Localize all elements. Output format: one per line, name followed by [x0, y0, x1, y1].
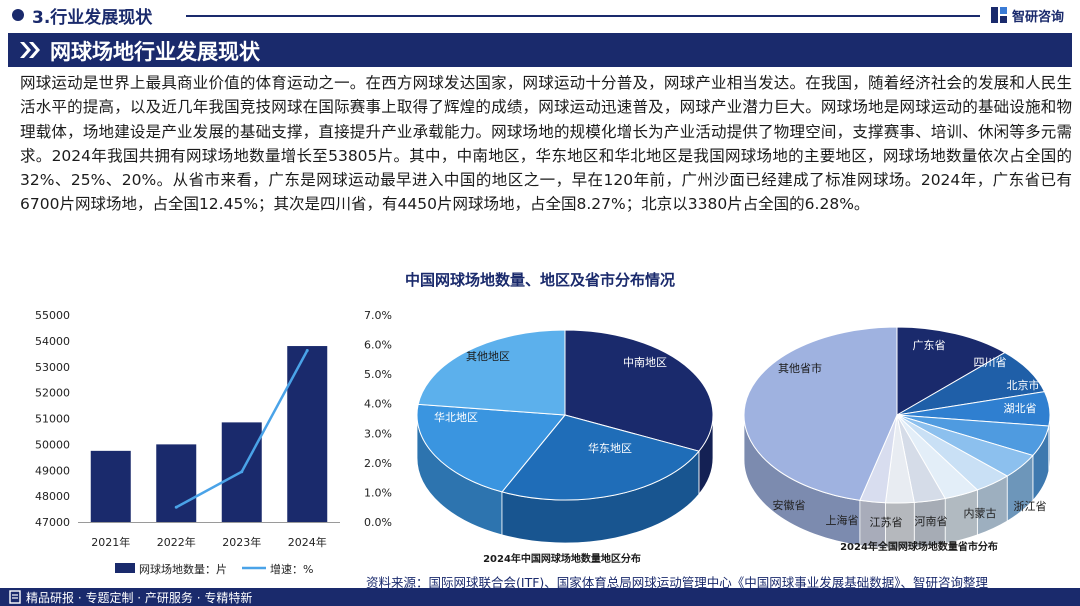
y-tick-label: 55000 — [35, 309, 70, 322]
pie-label-上海省: 上海省 — [826, 513, 859, 527]
legend-bar-label: 网球场地数量：片 — [139, 562, 227, 576]
footer-services: 精品研报 · 专题定制 · 产研服务 · 专精特新 — [26, 591, 253, 605]
intro-text: 网球运动是世界上最具商业价值的体育运动之一。在西方网球发达国家，网球运动十分普及… — [20, 74, 1072, 214]
intro-paragraph: 网球运动是世界上最具商业价值的体育运动之一。在西方网球发达国家，网球运动十分普及… — [20, 71, 1072, 217]
bar-2024年 — [287, 346, 328, 522]
pie-label-内蒙古: 内蒙古 — [964, 506, 997, 520]
y2-tick-label: 6.0% — [364, 339, 392, 352]
pie-label-河南省: 河南省 — [915, 515, 948, 528]
pie-label-江苏省: 江苏省 — [870, 516, 903, 529]
pie-slice-中南地区 — [564, 329, 714, 452]
double-chevron-icon — [20, 42, 40, 58]
y2-tick-label: 2.0% — [364, 457, 392, 470]
y-tick-label: 53000 — [35, 361, 70, 374]
source-note: 资料来源：国际网球联合会(ITF)、国家体育总局网球运动管理中心《中国网球事业发… — [366, 575, 989, 590]
pie-label-安徽省: 安徽省 — [773, 498, 806, 512]
pie-slice-其他地区 — [417, 329, 566, 416]
pie-slice-其他省市 — [743, 326, 898, 501]
section-title: 3.行业发展现状 — [32, 8, 153, 28]
footer-bar: 精品研报 · 专题定制 · 产研服务 · 专精特新 — [0, 588, 1080, 606]
legend-bar-swatch — [115, 563, 135, 573]
top-header: 3.行业发展现状 智研咨询 — [0, 0, 1080, 30]
pie-slice-华北地区 — [416, 403, 566, 493]
y2-tick-label: 1.0% — [364, 486, 392, 499]
brand-name: 智研咨询 — [1012, 9, 1065, 25]
x-tick-label: 2024年 — [288, 535, 327, 549]
document-icon — [9, 590, 21, 604]
title-banner: 网球场地行业发展现状 — [8, 33, 1072, 67]
pie-label-北京市: 北京市 — [1007, 378, 1040, 392]
figure-title: 中国网球场地数量、地区及省市分布情况 — [404, 271, 675, 289]
bar-2021年 — [90, 450, 131, 522]
legend-line-label: 增速：% — [270, 562, 313, 576]
y2-tick-label: 5.0% — [364, 368, 392, 381]
pie-label-中南地区: 中南地区 — [623, 356, 667, 369]
pie-slice-华东地区 — [501, 414, 700, 501]
growth-rate-point — [240, 470, 244, 474]
pie-title: 2024年中国网球场地数量地区分布 — [483, 552, 641, 565]
x-tick-label: 2021年 — [91, 535, 130, 549]
pie-slice-广东省 — [896, 326, 1006, 416]
pie-label-其他地区: 其他地区 — [466, 350, 510, 363]
y2-tick-label: 7.0% — [364, 309, 392, 322]
bar-2022年 — [156, 444, 197, 522]
growth-rate-point — [305, 348, 309, 352]
pie-label-浙江省: 浙江省 — [1014, 500, 1047, 513]
y-tick-label: 50000 — [35, 438, 70, 451]
pie-label-华北地区: 华北地区 — [434, 410, 478, 424]
pie-title: 2024年全国网球场地数量省市分布 — [840, 540, 998, 553]
y-tick-label: 49000 — [35, 464, 70, 477]
x-tick-label: 2022年 — [157, 535, 196, 549]
banner-title: 网球场地行业发展现状 — [50, 40, 260, 64]
pie-label-湖北省: 湖北省 — [1004, 402, 1037, 415]
brand-logo: 智研咨询 — [990, 4, 1064, 26]
pie-label-华东地区: 华东地区 — [588, 441, 632, 455]
y-tick-label: 48000 — [35, 490, 70, 503]
pie-label-四川省: 四川省 — [974, 356, 1007, 369]
section-bullet-icon — [12, 9, 24, 21]
x-tick-label: 2023年 — [222, 535, 261, 549]
y2-tick-label: 4.0% — [364, 398, 392, 411]
header-rule — [186, 15, 980, 17]
y-tick-label: 51000 — [35, 413, 70, 426]
y2-tick-label: 0.0% — [364, 516, 392, 529]
y-tick-label: 52000 — [35, 387, 70, 400]
brand-logo-icon — [991, 7, 1007, 23]
y-tick-label: 54000 — [35, 335, 70, 348]
pie-label-其他省市: 其他省市 — [778, 361, 822, 375]
pie-label-广东省: 广东省 — [913, 339, 946, 352]
y2-tick-label: 3.0% — [364, 427, 392, 440]
y-tick-label: 47000 — [35, 516, 70, 529]
growth-rate-point — [174, 505, 178, 509]
